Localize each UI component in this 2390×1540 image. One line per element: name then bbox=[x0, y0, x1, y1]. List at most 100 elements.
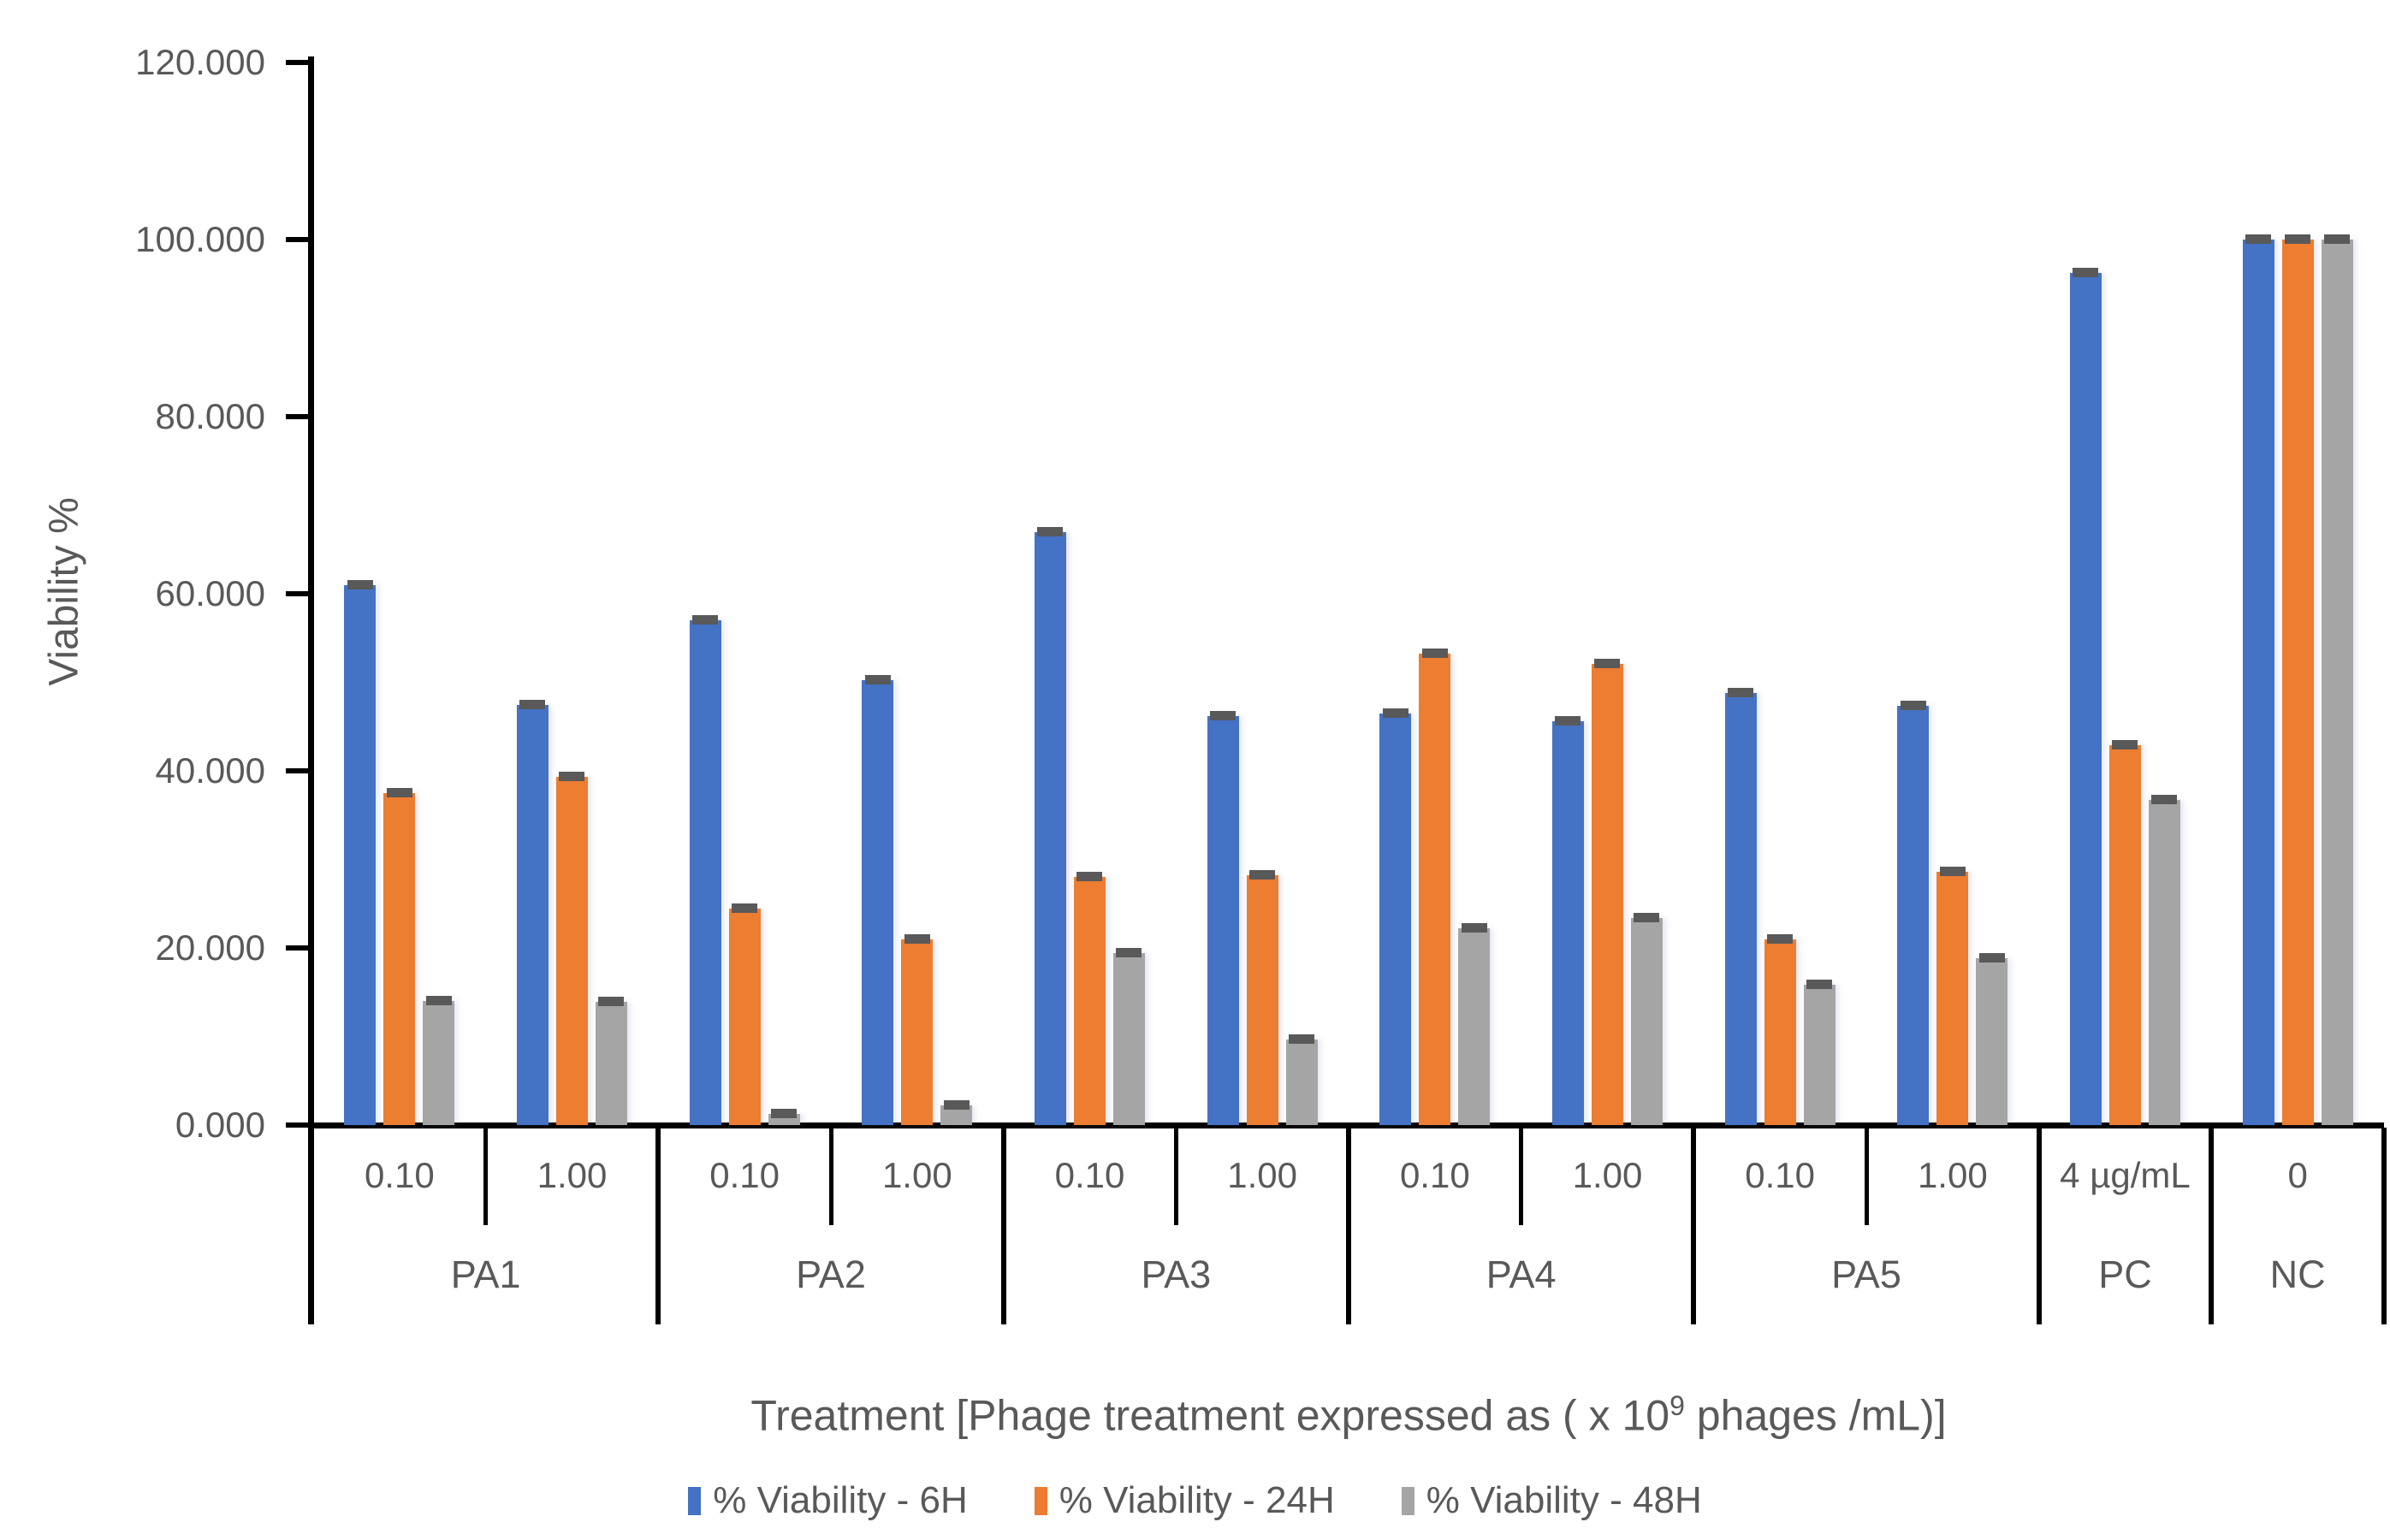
group-separator bbox=[2381, 1128, 2387, 1324]
x-dose-label: 1.00 bbox=[1917, 1154, 1988, 1195]
bar bbox=[1724, 688, 1757, 1125]
x-dose-label: 4 µg/mL bbox=[2060, 1154, 2191, 1195]
bar bbox=[595, 997, 627, 1125]
y-tick-label: 60.000 bbox=[155, 573, 265, 613]
error-bar-cap bbox=[1634, 913, 1660, 922]
bar bbox=[344, 580, 377, 1125]
error-bar-cap bbox=[386, 788, 412, 797]
bar-cluster bbox=[831, 62, 1004, 1125]
y-tick-label: 100.000 bbox=[135, 219, 265, 259]
y-axis-line bbox=[308, 56, 314, 1128]
bar bbox=[768, 1109, 800, 1125]
legend-label: % Viability - 24H bbox=[1059, 1479, 1335, 1521]
y-tick-mark bbox=[286, 60, 311, 65]
x-axis-title-text: Treatment [Phage treatment expressed as … bbox=[750, 1391, 1670, 1440]
bar bbox=[1630, 913, 1663, 1125]
bar bbox=[1764, 934, 1796, 1125]
x-axis-title: Treatment [Phage treatment expressed as … bbox=[313, 1379, 2384, 1442]
bar-cluster bbox=[1176, 62, 1349, 1125]
x-dose-label: 0.10 bbox=[709, 1154, 780, 1195]
dose-separator bbox=[1864, 1128, 1869, 1225]
x-group-label: PA3 bbox=[1141, 1253, 1212, 1296]
legend-label: % Viability - 48H bbox=[1426, 1479, 1702, 1521]
bar bbox=[1551, 716, 1584, 1125]
x-dose-label: 1.00 bbox=[537, 1154, 608, 1195]
x-dose-label: 1.00 bbox=[881, 1154, 952, 1195]
error-bar-cap bbox=[904, 934, 930, 944]
x-axis-title-suffix: phages /mL)] bbox=[1684, 1391, 1947, 1440]
legend-item: % Viability - 48H bbox=[1401, 1479, 1702, 1522]
bar bbox=[1285, 1034, 1318, 1125]
x-dose-label: 0.10 bbox=[364, 1154, 435, 1195]
bar bbox=[1458, 923, 1491, 1125]
error-bar-cap bbox=[1461, 923, 1487, 933]
error-bar-cap bbox=[1421, 649, 1448, 658]
bar bbox=[1976, 953, 2008, 1125]
x-dose-label: 0.10 bbox=[1399, 1154, 1470, 1195]
x-group-label: PA2 bbox=[796, 1253, 866, 1296]
group-separator bbox=[1000, 1128, 1006, 1324]
legend-marker bbox=[1034, 1486, 1047, 1515]
error-bar-cap bbox=[1728, 688, 1754, 697]
dose-separator bbox=[1519, 1128, 1524, 1225]
x-group-label: PA5 bbox=[1831, 1253, 1901, 1296]
y-tick-label: 120.000 bbox=[135, 42, 265, 82]
bar bbox=[1034, 527, 1066, 1125]
x-group-label: PA4 bbox=[1486, 1253, 1557, 1296]
x-dose-label: 1.00 bbox=[1227, 1154, 1298, 1195]
group-separator bbox=[2036, 1128, 2042, 1324]
bar-cluster bbox=[2211, 62, 2384, 1125]
error-bar-cap bbox=[1767, 934, 1794, 944]
legend-marker bbox=[688, 1486, 702, 1515]
bar bbox=[1936, 867, 1969, 1125]
bar bbox=[1803, 980, 1835, 1125]
y-tick-mark bbox=[286, 945, 311, 951]
error-bar-cap bbox=[732, 903, 758, 913]
error-bar-cap bbox=[1116, 948, 1142, 957]
error-bar-cap bbox=[2112, 740, 2138, 749]
error-bar-cap bbox=[1900, 701, 1926, 710]
error-bar-cap bbox=[1037, 527, 1064, 536]
legend-item: % Viability - 6H bbox=[688, 1479, 968, 1522]
bar bbox=[516, 700, 549, 1125]
legend-item: % Viability - 24H bbox=[1034, 1479, 1335, 1522]
bar bbox=[1073, 872, 1106, 1125]
bar-cluster bbox=[1693, 62, 1866, 1125]
bar-cluster bbox=[2039, 62, 2212, 1125]
y-tick-mark bbox=[286, 1122, 311, 1128]
error-bar-cap bbox=[2245, 234, 2272, 244]
bar bbox=[728, 903, 761, 1125]
bar bbox=[555, 772, 588, 1125]
error-bar-cap bbox=[692, 615, 719, 625]
error-bar-cap bbox=[2073, 268, 2099, 277]
bar-cluster bbox=[486, 62, 659, 1125]
bar bbox=[940, 1100, 973, 1125]
bar-cluster bbox=[658, 62, 831, 1125]
bar bbox=[2069, 268, 2102, 1125]
error-bar-cap bbox=[2285, 234, 2311, 244]
bar bbox=[1379, 708, 1412, 1125]
x-dose-label: 1.00 bbox=[1572, 1154, 1643, 1195]
group-separator bbox=[1691, 1128, 1697, 1324]
y-tick-mark bbox=[286, 237, 311, 242]
error-bar-cap bbox=[1076, 872, 1103, 881]
bar bbox=[1897, 701, 1930, 1125]
y-tick-mark bbox=[286, 768, 311, 773]
bar bbox=[1112, 948, 1145, 1125]
group-separator bbox=[2209, 1128, 2215, 1324]
y-tick-label: 20.000 bbox=[155, 927, 265, 968]
dose-separator bbox=[483, 1128, 489, 1225]
error-bar-cap bbox=[598, 997, 625, 1006]
error-bar-cap bbox=[1978, 953, 2005, 962]
legend-marker bbox=[1401, 1486, 1414, 1515]
error-bar-cap bbox=[943, 1100, 970, 1110]
error-bar-cap bbox=[1939, 867, 1966, 876]
group-separator bbox=[655, 1128, 661, 1324]
x-group-label: PA1 bbox=[450, 1253, 521, 1296]
bar bbox=[1246, 870, 1278, 1125]
group-separator bbox=[1346, 1128, 1351, 1324]
error-bar-cap bbox=[1594, 659, 1621, 668]
y-tick-mark bbox=[286, 414, 311, 419]
y-tick-mark bbox=[286, 591, 311, 596]
